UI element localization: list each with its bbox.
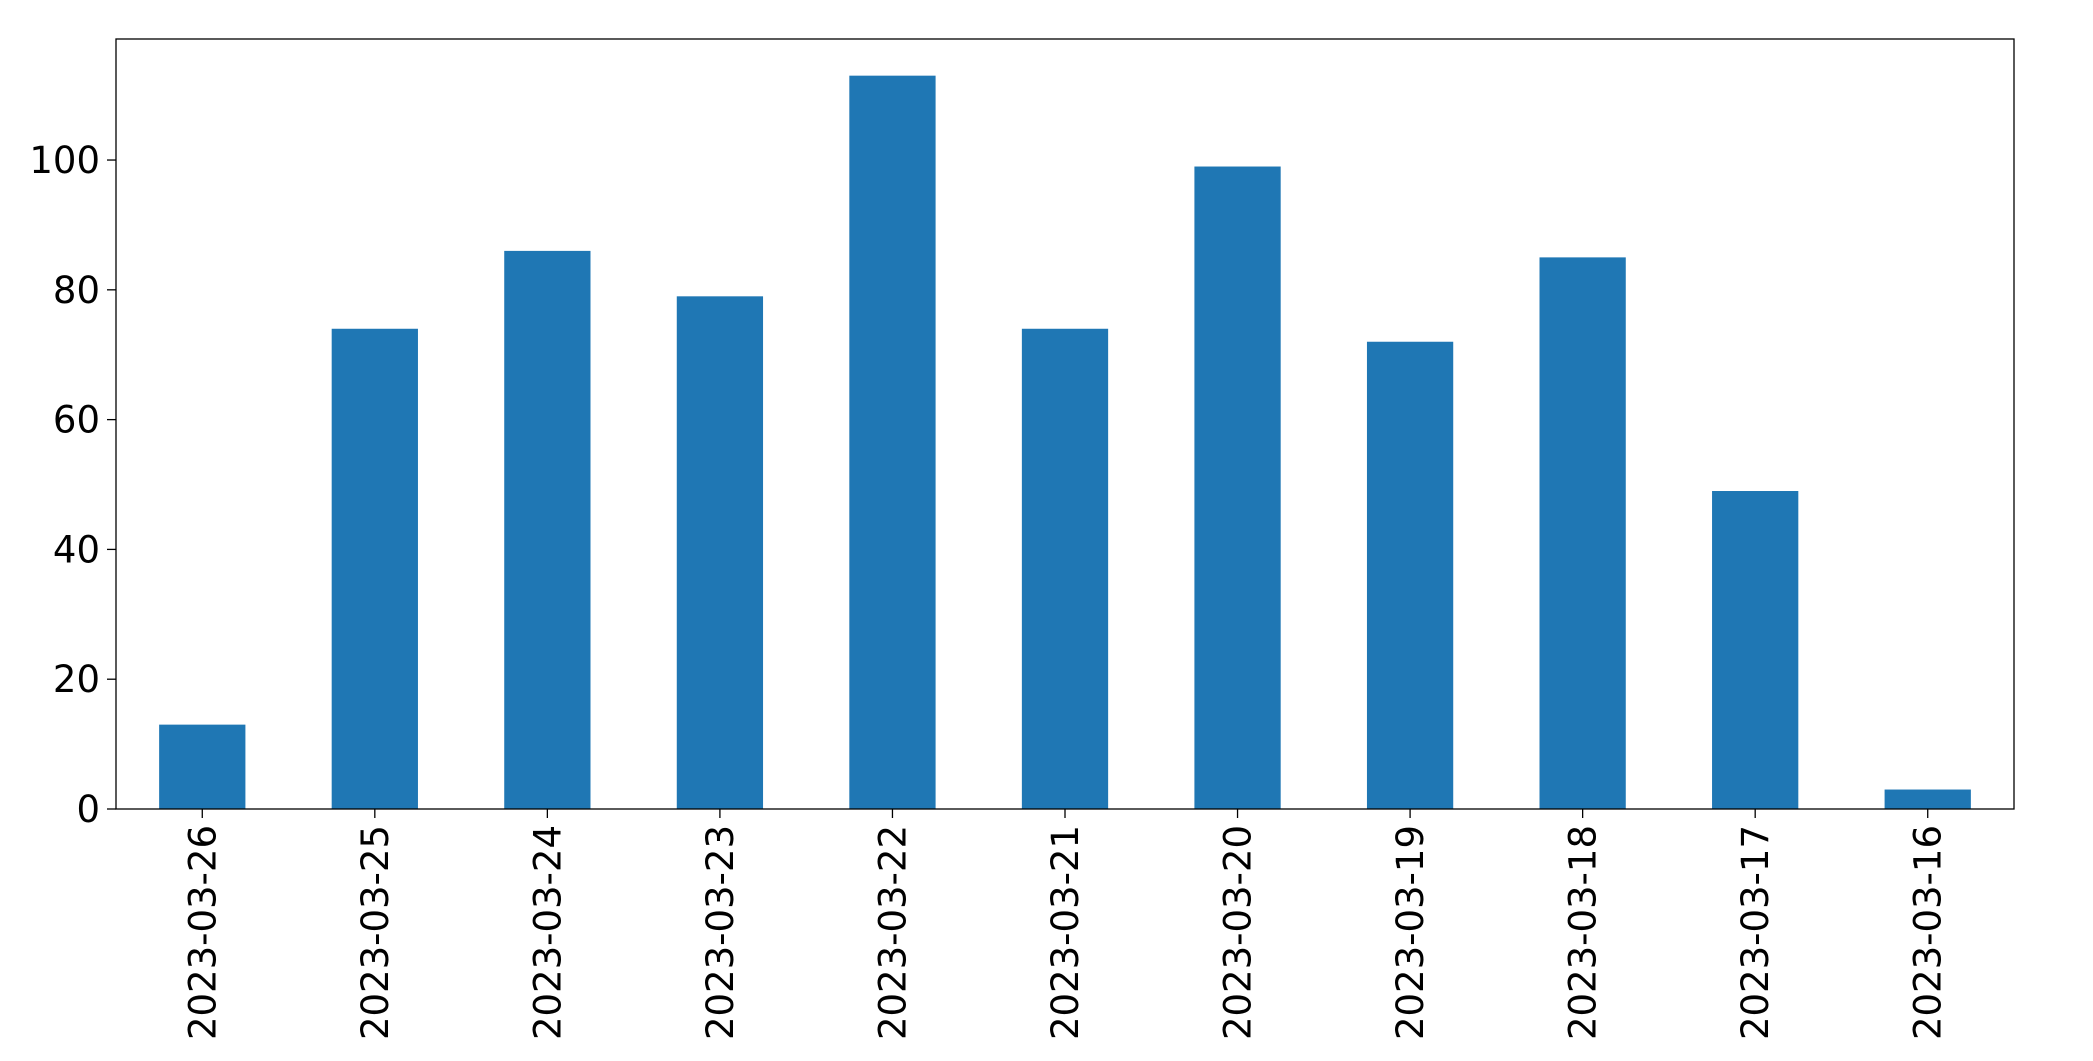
x-tick-label: 2023-03-18 [1562,825,1605,1040]
x-tick-label: 2023-03-25 [354,825,397,1040]
y-tick-label: 0 [76,788,100,831]
x-tick-label: 2023-03-23 [699,825,742,1040]
bar [1884,789,1971,809]
x-tick-label: 2023-03-16 [1907,825,1950,1040]
x-tick-label: 2023-03-19 [1389,825,1432,1040]
x-tick-label: 2023-03-24 [526,825,569,1040]
y-tick-label: 80 [53,269,100,312]
bar [676,296,764,809]
x-tick-label: 2023-03-17 [1734,825,1777,1040]
x-tick-label: 2023-03-20 [1217,825,1260,1040]
x-tick-label: 2023-03-26 [181,825,224,1040]
bar [159,724,246,809]
plot-frame [115,38,2015,810]
y-tick-label: 60 [53,399,100,442]
x-tick-label: 2023-03-21 [1044,825,1087,1040]
bar [1712,491,1799,809]
bar [331,328,418,809]
y-tick-label: 20 [53,658,100,701]
x-tick-label: 2023-03-22 [871,825,914,1040]
bar [504,250,591,809]
y-tick-label: 40 [53,528,100,571]
bar [1021,328,1109,809]
bar [1366,341,1454,809]
bar [849,75,936,809]
y-tick-label: 100 [29,139,100,182]
bar [1539,257,1626,810]
bar [1194,166,1281,810]
